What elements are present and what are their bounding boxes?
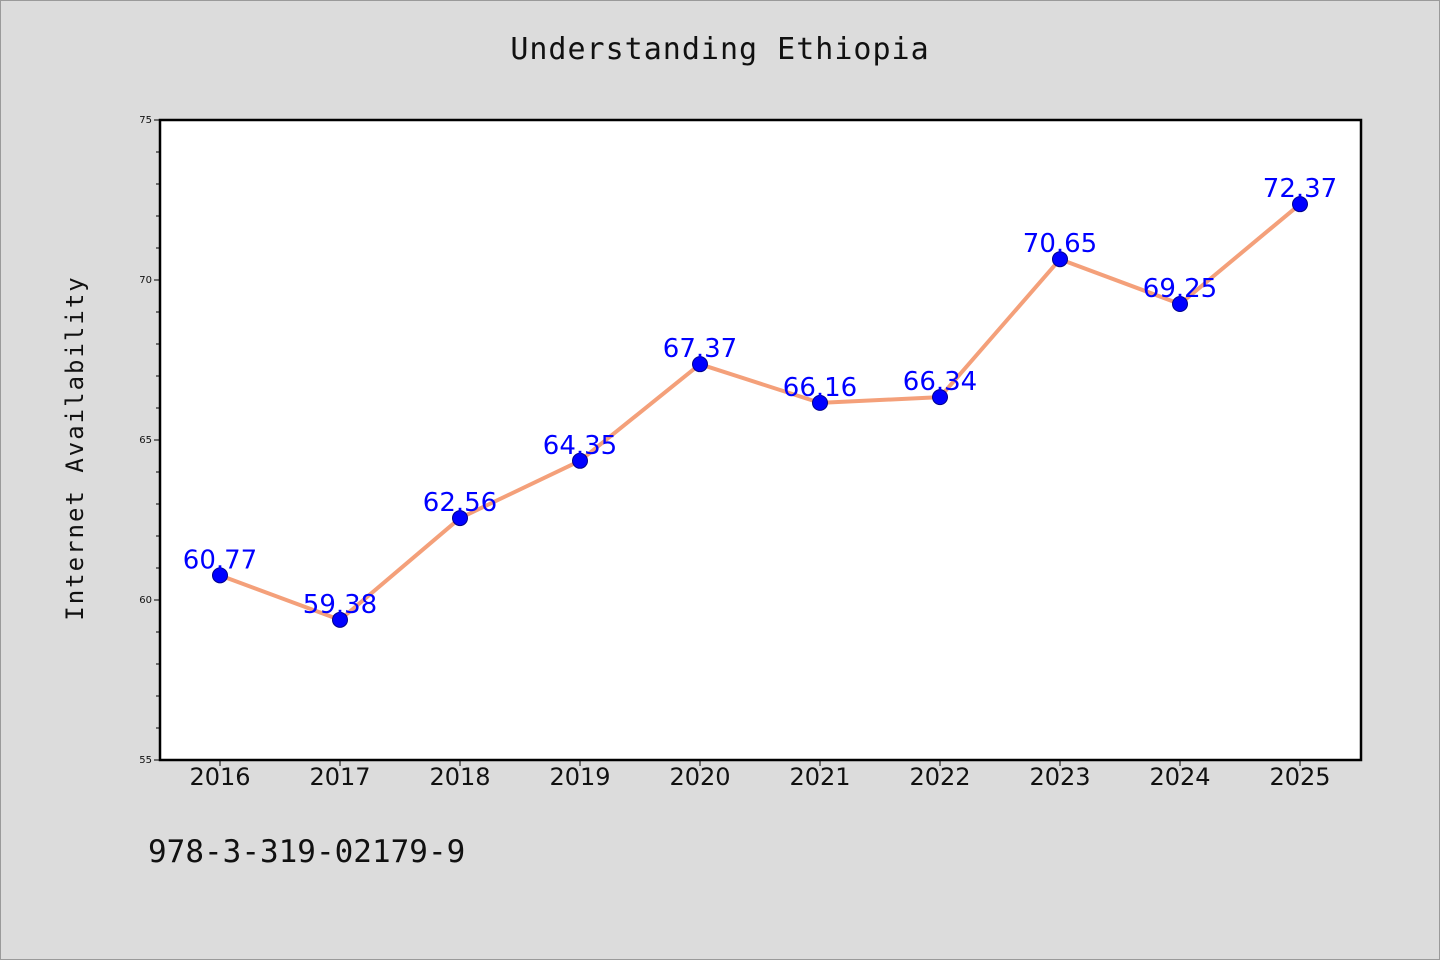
data-point	[812, 394, 828, 411]
data-label: 60.77	[183, 545, 257, 575]
x-tick-label: 2020	[669, 763, 730, 791]
y-tick-label: 65	[139, 435, 152, 446]
x-tick-label: 2019	[549, 763, 610, 791]
x-tick-label: 2018	[429, 763, 490, 791]
series-line	[218, 202, 1302, 622]
x-tick-label: 2017	[309, 763, 370, 791]
data-point	[212, 567, 228, 584]
x-tick-label: 2021	[789, 763, 850, 791]
y-tick-label: 60	[139, 595, 152, 606]
data-point	[692, 356, 708, 373]
data-label: 64.35	[543, 431, 617, 461]
data-label: 62.56	[423, 488, 497, 518]
data-label: 70.65	[1023, 229, 1097, 259]
data-point	[572, 452, 588, 469]
data-point	[1052, 251, 1068, 268]
isbn-text: 978-3-319-02179-9	[148, 834, 466, 870]
x-tick-label: 2016	[189, 763, 250, 791]
data-point	[332, 611, 348, 628]
y-tick-label: 55	[139, 755, 152, 766]
y-tick-label: 75	[139, 115, 152, 126]
x-tick-label: 2025	[1269, 763, 1330, 791]
data-label: 67.37	[663, 334, 737, 364]
data-label: 59.38	[303, 590, 377, 620]
y-tick-label: 70	[139, 275, 152, 286]
data-point	[452, 510, 468, 527]
x-tick-label: 2024	[1149, 763, 1210, 791]
data-point	[932, 389, 948, 406]
data-point	[1172, 296, 1188, 312]
x-tick-label: 2023	[1029, 763, 1090, 791]
x-tick-label: 2022	[909, 763, 970, 791]
plot-area	[158, 118, 1363, 762]
data-point	[1292, 196, 1308, 213]
data-label: 72.37	[1263, 174, 1337, 204]
data-label: 69.25	[1143, 274, 1217, 304]
data-label: 66.34	[903, 367, 977, 397]
data-label: 66.16	[783, 373, 857, 403]
chart-title: Understanding Ethiopia	[510, 32, 930, 67]
